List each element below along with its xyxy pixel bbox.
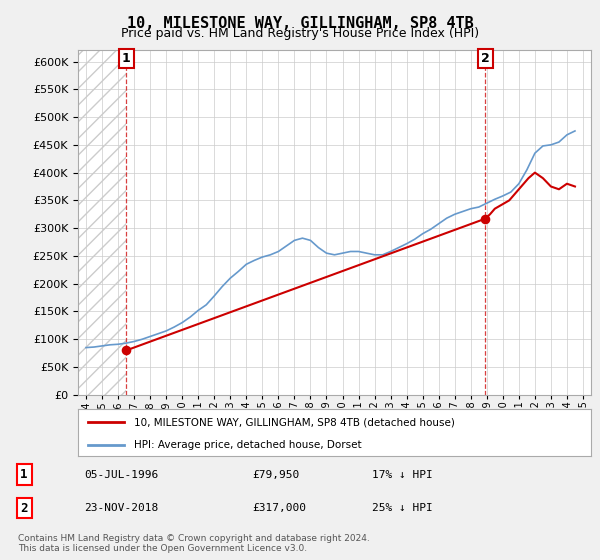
Text: Price paid vs. HM Land Registry's House Price Index (HPI): Price paid vs. HM Land Registry's House … — [121, 27, 479, 40]
Text: 25% ↓ HPI: 25% ↓ HPI — [372, 503, 433, 513]
Text: 2: 2 — [481, 52, 490, 65]
Text: £79,950: £79,950 — [252, 470, 299, 479]
Text: 10, MILESTONE WAY, GILLINGHAM, SP8 4TB (detached house): 10, MILESTONE WAY, GILLINGHAM, SP8 4TB (… — [134, 417, 455, 427]
Text: Contains HM Land Registry data © Crown copyright and database right 2024.
This d: Contains HM Land Registry data © Crown c… — [18, 534, 370, 553]
Text: £317,000: £317,000 — [252, 503, 306, 513]
Text: 2: 2 — [20, 502, 28, 515]
Text: 17% ↓ HPI: 17% ↓ HPI — [372, 470, 433, 479]
Point — [121, 346, 131, 355]
Text: 1: 1 — [122, 52, 131, 65]
Bar — [78, 50, 126, 395]
Text: 10, MILESTONE WAY, GILLINGHAM, SP8 4TB: 10, MILESTONE WAY, GILLINGHAM, SP8 4TB — [127, 16, 473, 31]
Point — [481, 214, 490, 223]
Text: 23-NOV-2018: 23-NOV-2018 — [84, 503, 158, 513]
Text: HPI: Average price, detached house, Dorset: HPI: Average price, detached house, Dors… — [134, 440, 362, 450]
Text: 1: 1 — [20, 468, 28, 481]
Text: 05-JUL-1996: 05-JUL-1996 — [84, 470, 158, 479]
